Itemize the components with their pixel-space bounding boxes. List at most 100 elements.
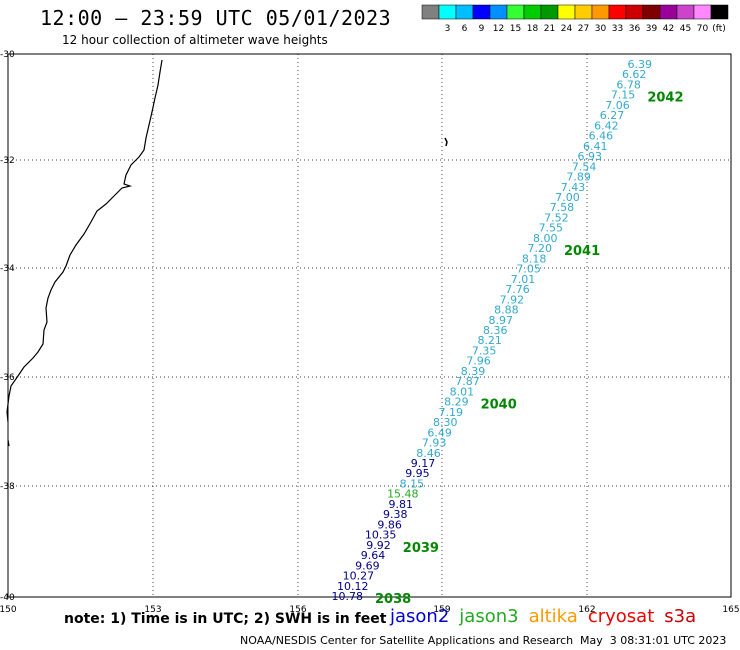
legend-swatch <box>421 4 440 20</box>
legend-swatch <box>523 4 542 20</box>
legend-label: 27 <box>578 24 589 34</box>
lat-tick-label: -32 <box>0 156 15 166</box>
lat-tick-label: -40 <box>0 593 15 603</box>
lat-tick-label: -30 <box>0 50 15 60</box>
wave-height-label: 7.19 <box>439 406 464 419</box>
lon-tick-label: 150 <box>0 605 17 615</box>
satellite-legend: jason2 jason3 altika cryosat s3a <box>390 606 706 627</box>
time-labels: 2042 2041 2040 2039 2038 <box>375 91 684 607</box>
wave-height-label: 15.48 <box>387 488 419 501</box>
wave-height-label: 6.49 <box>427 426 452 439</box>
wave-height-label: 8.15 <box>400 477 425 490</box>
coastline <box>6 59 163 447</box>
wave-height-label: 7.15 <box>611 89 636 102</box>
legend-swatch <box>438 4 457 20</box>
legend-label: 9 <box>479 24 485 34</box>
wave-height-label: 7.89 <box>566 171 591 184</box>
wave-height-label: 7.55 <box>539 222 564 235</box>
legend-swatch <box>608 4 627 20</box>
legend-label: 15 <box>510 24 521 34</box>
wave-height-label: 9.17 <box>411 457 436 470</box>
wave-height-label: 8.18 <box>522 252 547 265</box>
wave-height-label: 8.36 <box>483 324 508 337</box>
wave-height-label: 6.27 <box>600 109 625 122</box>
legend-label: 42 <box>663 24 674 34</box>
time-label: 2042 <box>647 91 683 106</box>
time-label: 2041 <box>564 244 600 259</box>
small-island <box>444 137 448 147</box>
legend-swatch <box>506 4 525 20</box>
wave-height-label: 8.88 <box>494 304 519 317</box>
wave-height-label: 6.46 <box>589 130 614 143</box>
wave-height-label: 6.39 <box>628 58 653 71</box>
legend-label: 6 <box>462 24 468 34</box>
wave-height-label: 9.86 <box>377 518 402 531</box>
legend-label: 70 <box>697 24 709 34</box>
legend-swatch <box>557 4 576 20</box>
legend-swatch <box>693 4 712 20</box>
color-legend: 3 6 9 12 15 18 21 24 27 30 33 36 39 42 45 70 (ft) <box>421 4 729 34</box>
wave-height-label: 6.62 <box>622 68 647 81</box>
legend-swatch <box>625 4 644 20</box>
wave-height-label: 6.41 <box>583 140 608 153</box>
legend-swatch <box>642 4 661 20</box>
wave-height-label: 7.96 <box>466 355 491 368</box>
wave-height-label: 6.78 <box>616 78 641 91</box>
wave-height-label: 10.27 <box>343 570 375 583</box>
lon-tick-label: 156 <box>289 605 306 615</box>
wave-height-label: 8.01 <box>450 385 475 398</box>
wave-height-label: 8.46 <box>416 447 441 460</box>
satellite-jason3: jason3 <box>459 606 519 627</box>
legend-swatch <box>540 4 559 20</box>
legend-swatch <box>676 4 695 20</box>
wave-height-label: 7.92 <box>500 293 525 306</box>
wave-height-label: 6.93 <box>577 150 602 163</box>
wave-height-label: 7.20 <box>527 242 552 255</box>
legend-label: 21 <box>544 24 555 34</box>
footer-credit: NOAA/NESDIS Center for Satellite Applica… <box>240 634 574 647</box>
lat-tick-label: -36 <box>0 373 15 383</box>
wave-height-label: 7.05 <box>516 263 541 276</box>
legend-label: 18 <box>527 24 539 34</box>
wave-height-label: 10.12 <box>337 580 369 593</box>
footer-timestamp: May 3 08:31:01 UTC 2023 <box>580 634 727 647</box>
satellite-jason2: jason2 <box>390 606 450 627</box>
wave-height-label: 8.97 <box>489 314 514 327</box>
wave-height-label: 7.06 <box>605 99 630 112</box>
wave-height-label: 9.81 <box>389 498 414 511</box>
legend-label: 36 <box>629 24 641 34</box>
legend-label: 30 <box>595 24 607 34</box>
wave-height-label: 7.00 <box>555 191 580 204</box>
legend-label: 39 <box>646 24 658 34</box>
lat-tick-label: -38 <box>0 482 15 492</box>
wave-height-label: 9.92 <box>366 539 391 552</box>
wave-height-label: 8.29 <box>444 396 469 409</box>
legend-swatch <box>659 4 678 20</box>
wave-height-label: 7.87 <box>455 375 480 388</box>
wave-height-label: 7.76 <box>505 283 530 296</box>
legend-swatch <box>574 4 593 20</box>
wave-height-label: 7.35 <box>472 344 497 357</box>
satellite-altika: altika <box>528 606 578 627</box>
legend-unit: (ft) <box>712 24 726 34</box>
legend-swatch <box>472 4 491 20</box>
wave-height-label: 8.00 <box>533 232 558 245</box>
wave-height-label: 9.38 <box>383 508 408 521</box>
wave-height-label: 10.78 <box>332 590 364 603</box>
map-subtitle: 12 hour collection of altimeter wave hei… <box>62 33 328 47</box>
time-label: 2039 <box>403 541 439 556</box>
map-grid: 150 153 156 159 162 165 -30 -32 -34 -36 -38 -40 <box>0 50 740 615</box>
lat-tick-label: -34 <box>0 264 15 274</box>
legend-swatch <box>489 4 508 20</box>
time-label: 2040 <box>481 398 517 413</box>
lon-tick-label: 153 <box>144 605 161 615</box>
wave-height-label: 7.01 <box>511 273 536 286</box>
wave-height-label: 6.42 <box>594 119 619 132</box>
satellite-s3a: s3a <box>664 606 697 627</box>
wave-height-label: 10.35 <box>365 529 397 542</box>
lon-tick-label: 165 <box>722 605 739 615</box>
legend-swatch <box>591 4 610 20</box>
wave-height-label: 8.30 <box>433 416 458 429</box>
legend-label: 33 <box>612 24 623 34</box>
